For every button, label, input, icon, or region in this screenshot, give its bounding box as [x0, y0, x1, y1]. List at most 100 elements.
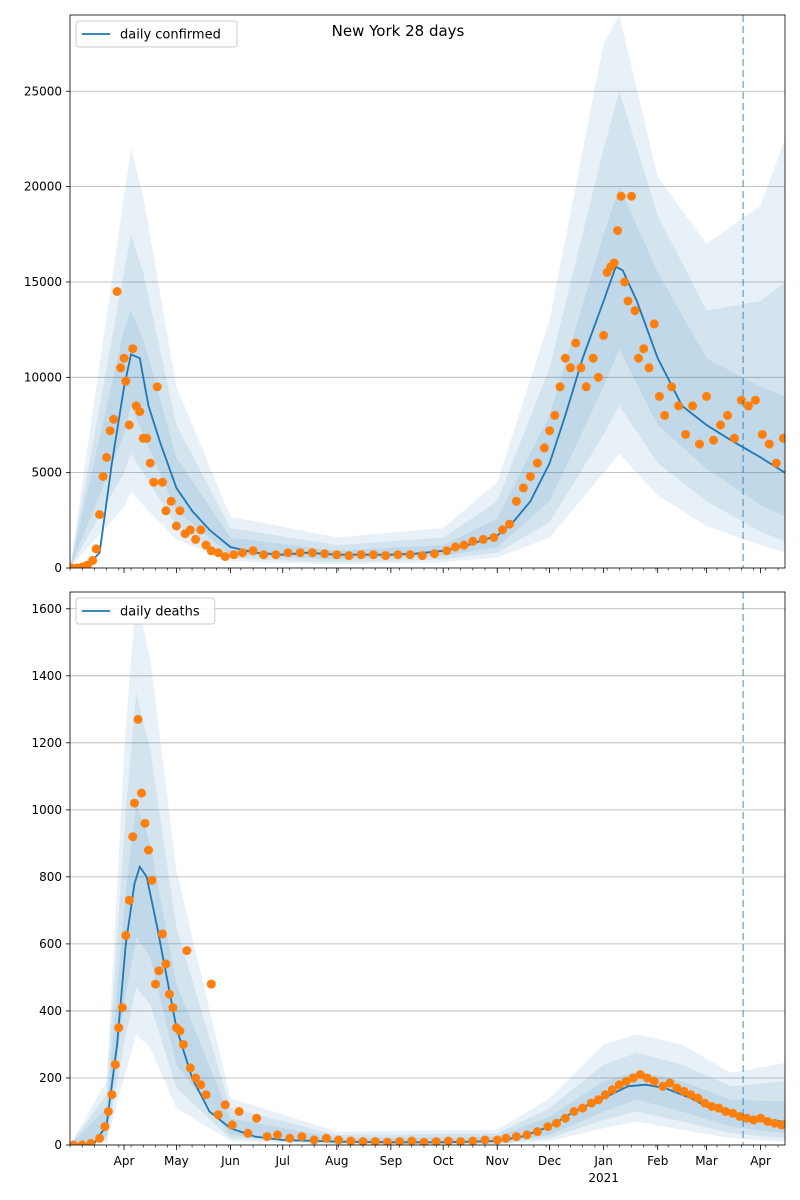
data-point: [614, 1080, 624, 1090]
data-point: [243, 1128, 253, 1138]
data-point: [576, 363, 586, 373]
data-point: [128, 832, 138, 842]
data-point: [307, 548, 317, 558]
data-point: [735, 1112, 745, 1121]
data-point: [234, 1107, 244, 1116]
data-point: [599, 330, 609, 340]
legend: daily deaths: [75, 597, 216, 625]
y-tick-label: 0: [54, 1138, 62, 1152]
data-point: [450, 542, 460, 552]
data-point: [764, 439, 774, 449]
data-point: [525, 472, 535, 481]
data-point: [571, 338, 581, 348]
data-point: [674, 401, 684, 411]
uncertainty-band: [70, 692, 785, 1145]
data-point: [539, 443, 549, 453]
y-tick-label: 400: [39, 1004, 62, 1018]
data-point: [142, 433, 152, 443]
data-point: [630, 306, 640, 316]
data-point: [395, 1137, 405, 1145]
data-point: [757, 430, 767, 439]
data-point: [613, 226, 623, 235]
data-point: [107, 1090, 117, 1100]
x-tick-label: Aug: [325, 1154, 348, 1168]
data-point: [238, 548, 248, 558]
data-point: [109, 414, 119, 424]
data-point: [273, 1130, 282, 1140]
data-point: [220, 552, 230, 562]
data-point: [660, 410, 670, 420]
data-point: [185, 525, 195, 535]
data-point: [135, 407, 145, 417]
data-point: [124, 420, 134, 430]
data-point: [623, 296, 633, 306]
data-point: [489, 533, 499, 542]
data-point: [750, 395, 760, 405]
data-point: [639, 344, 649, 354]
legend-box: [75, 597, 216, 625]
uncertainty-band: [70, 91, 785, 568]
data-point: [555, 382, 565, 392]
data-point: [593, 1095, 603, 1105]
data-point: [550, 410, 560, 420]
data-point: [227, 1120, 237, 1130]
x-tick-label: Jun: [220, 1154, 240, 1168]
data-point: [252, 1113, 262, 1123]
data-point: [201, 540, 211, 550]
x-year-label: 2021: [588, 1171, 619, 1185]
data-point: [634, 353, 643, 363]
data-point: [688, 401, 698, 411]
data-point: [220, 1100, 230, 1110]
y-tick-label: 200: [39, 1071, 62, 1085]
data-point: [185, 1063, 195, 1073]
data-point: [213, 1110, 223, 1120]
data-point: [417, 551, 427, 561]
data-point: [543, 1122, 553, 1132]
data-point: [157, 929, 167, 939]
data-point: [248, 546, 258, 556]
data-point: [368, 550, 378, 560]
uncertainty-band: [70, 803, 785, 1145]
data-point: [442, 546, 452, 556]
data-point: [381, 551, 391, 561]
data-point: [658, 1081, 668, 1091]
data-point: [175, 1026, 185, 1036]
data-point: [723, 410, 732, 420]
data-point: [695, 439, 704, 449]
data-point: [191, 1073, 201, 1083]
confirmed-panel: 0 5000 10000 15000 20000 25000 daily confirmed: [24, 14, 786, 575]
data-point: [119, 353, 129, 363]
data-point: [370, 1137, 380, 1145]
y-tick-label: 0: [54, 561, 62, 575]
x-tick-label: Apr: [750, 1154, 771, 1168]
data-point: [763, 1117, 773, 1126]
data-point: [171, 521, 181, 531]
data-point: [778, 433, 785, 443]
data-point: [145, 458, 155, 468]
y-tick-label: 20000: [24, 180, 62, 194]
data-point: [321, 1133, 331, 1143]
axes-frame: [69, 14, 786, 569]
data-point: [620, 277, 630, 287]
data-point: [777, 1120, 785, 1130]
data-point: [419, 1137, 429, 1145]
y-tick-label: 800: [39, 870, 62, 884]
deaths-panel: 0 200 400 600 800 1000 1200 1400 1600 Apr May Jun Ju…: [31, 591, 786, 1185]
data-point: [560, 1113, 570, 1123]
data-point: [478, 534, 488, 544]
data-point: [693, 1093, 703, 1103]
data-point: [459, 540, 469, 550]
data-point: [511, 1132, 521, 1142]
y-tick-label: 5000: [31, 466, 62, 480]
x-tick-label: Jan: [593, 1154, 613, 1168]
data-point: [545, 426, 555, 436]
data-point: [206, 546, 216, 556]
y-tick-label: 1400: [31, 669, 62, 683]
data-point: [77, 1140, 87, 1145]
data-point: [609, 258, 619, 268]
data-point: [532, 1127, 542, 1137]
data-point: [729, 433, 739, 443]
data-point: [771, 458, 781, 468]
data-point: [175, 506, 185, 516]
data-point: [607, 1085, 617, 1095]
